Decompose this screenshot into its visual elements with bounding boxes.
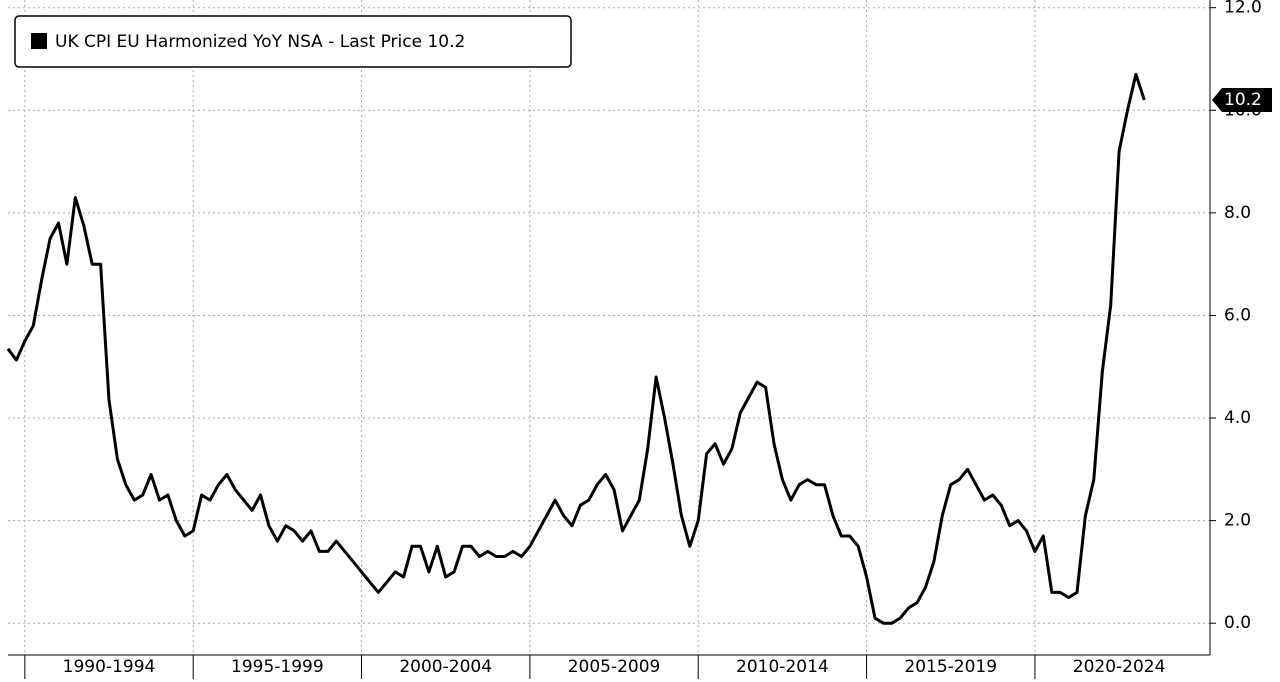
y-tick-label: 12.0	[1224, 0, 1262, 18]
x-tick-label: 2010-2014	[736, 657, 829, 677]
x-tick-label: 1995-1999	[231, 657, 324, 677]
last-price-label: 10.2	[1224, 90, 1262, 110]
legend: UK CPI EU Harmonized YoY NSA - Last Pric…	[14, 15, 572, 68]
x-tick-label: 2000-2004	[399, 657, 492, 677]
x-tick-label: 1990-1994	[63, 657, 156, 677]
line-series	[6, 72, 1146, 625]
y-tick-label: 4.0	[1224, 408, 1251, 428]
y-tick-label: 2.0	[1224, 511, 1251, 531]
x-tick-label: 2005-2009	[568, 657, 661, 677]
legend-name: UK CPI EU Harmonized YoY NSA - Last Pric…	[55, 32, 422, 52]
legend-box	[14, 15, 572, 68]
y-tick-label: 0.0	[1224, 613, 1251, 633]
legend-last-value: 10.2	[427, 32, 465, 52]
x-tick-label: 2020-2024	[1073, 657, 1166, 677]
legend-swatch	[31, 33, 47, 49]
y-tick-label: 8.0	[1224, 203, 1251, 223]
y-tick-label: 6.0	[1224, 305, 1251, 325]
last-price-tag	[1212, 88, 1272, 113]
legend-label: UK CPI EU Harmonized YoY NSA - Last Pric…	[55, 32, 465, 52]
x-tick-label: 2015-2019	[904, 657, 997, 677]
